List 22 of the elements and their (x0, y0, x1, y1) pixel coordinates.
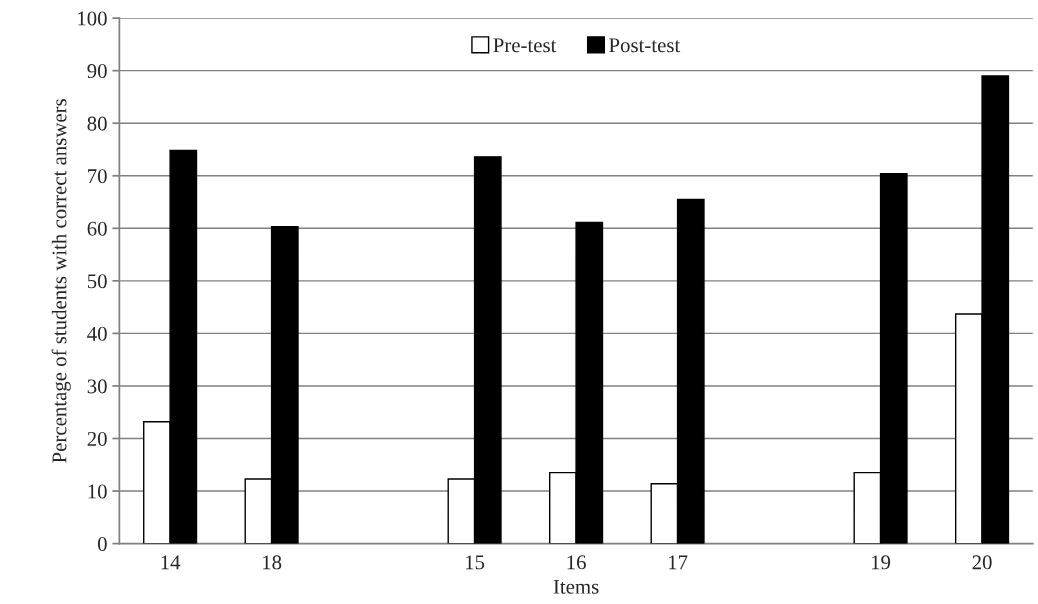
x-tick-label: 20 (972, 555, 992, 570)
y-tick-label: 50 (87, 274, 107, 289)
x-tick-label: 16 (567, 555, 586, 570)
y-tick-label: 80 (87, 116, 107, 131)
x-tick-label: 18 (263, 555, 282, 570)
y-tick-label: 40 (87, 326, 107, 341)
x-tick-label: 17 (669, 555, 688, 570)
x-tick-label: 19 (871, 555, 891, 570)
y-tick-label: 10 (88, 484, 107, 499)
legend-label: Post-test (609, 38, 681, 53)
y-tick-label: 100 (78, 11, 107, 26)
x-tick-label: 15 (466, 555, 485, 570)
y-tick-label: 30 (87, 379, 107, 394)
y-tick-label: 90 (87, 64, 107, 79)
y-tick-label: 0 (97, 536, 107, 552)
y-tick-label: 60 (87, 221, 107, 236)
y-tick-label: 70 (88, 169, 107, 184)
x-axis-title: Items (553, 579, 599, 594)
x-tick-label: 14 (161, 555, 181, 570)
y-tick-label: 20 (87, 431, 107, 446)
legend-label: Pre-test (493, 38, 557, 53)
y-axis-title: Percentage of students with correct answers (51, 99, 71, 463)
